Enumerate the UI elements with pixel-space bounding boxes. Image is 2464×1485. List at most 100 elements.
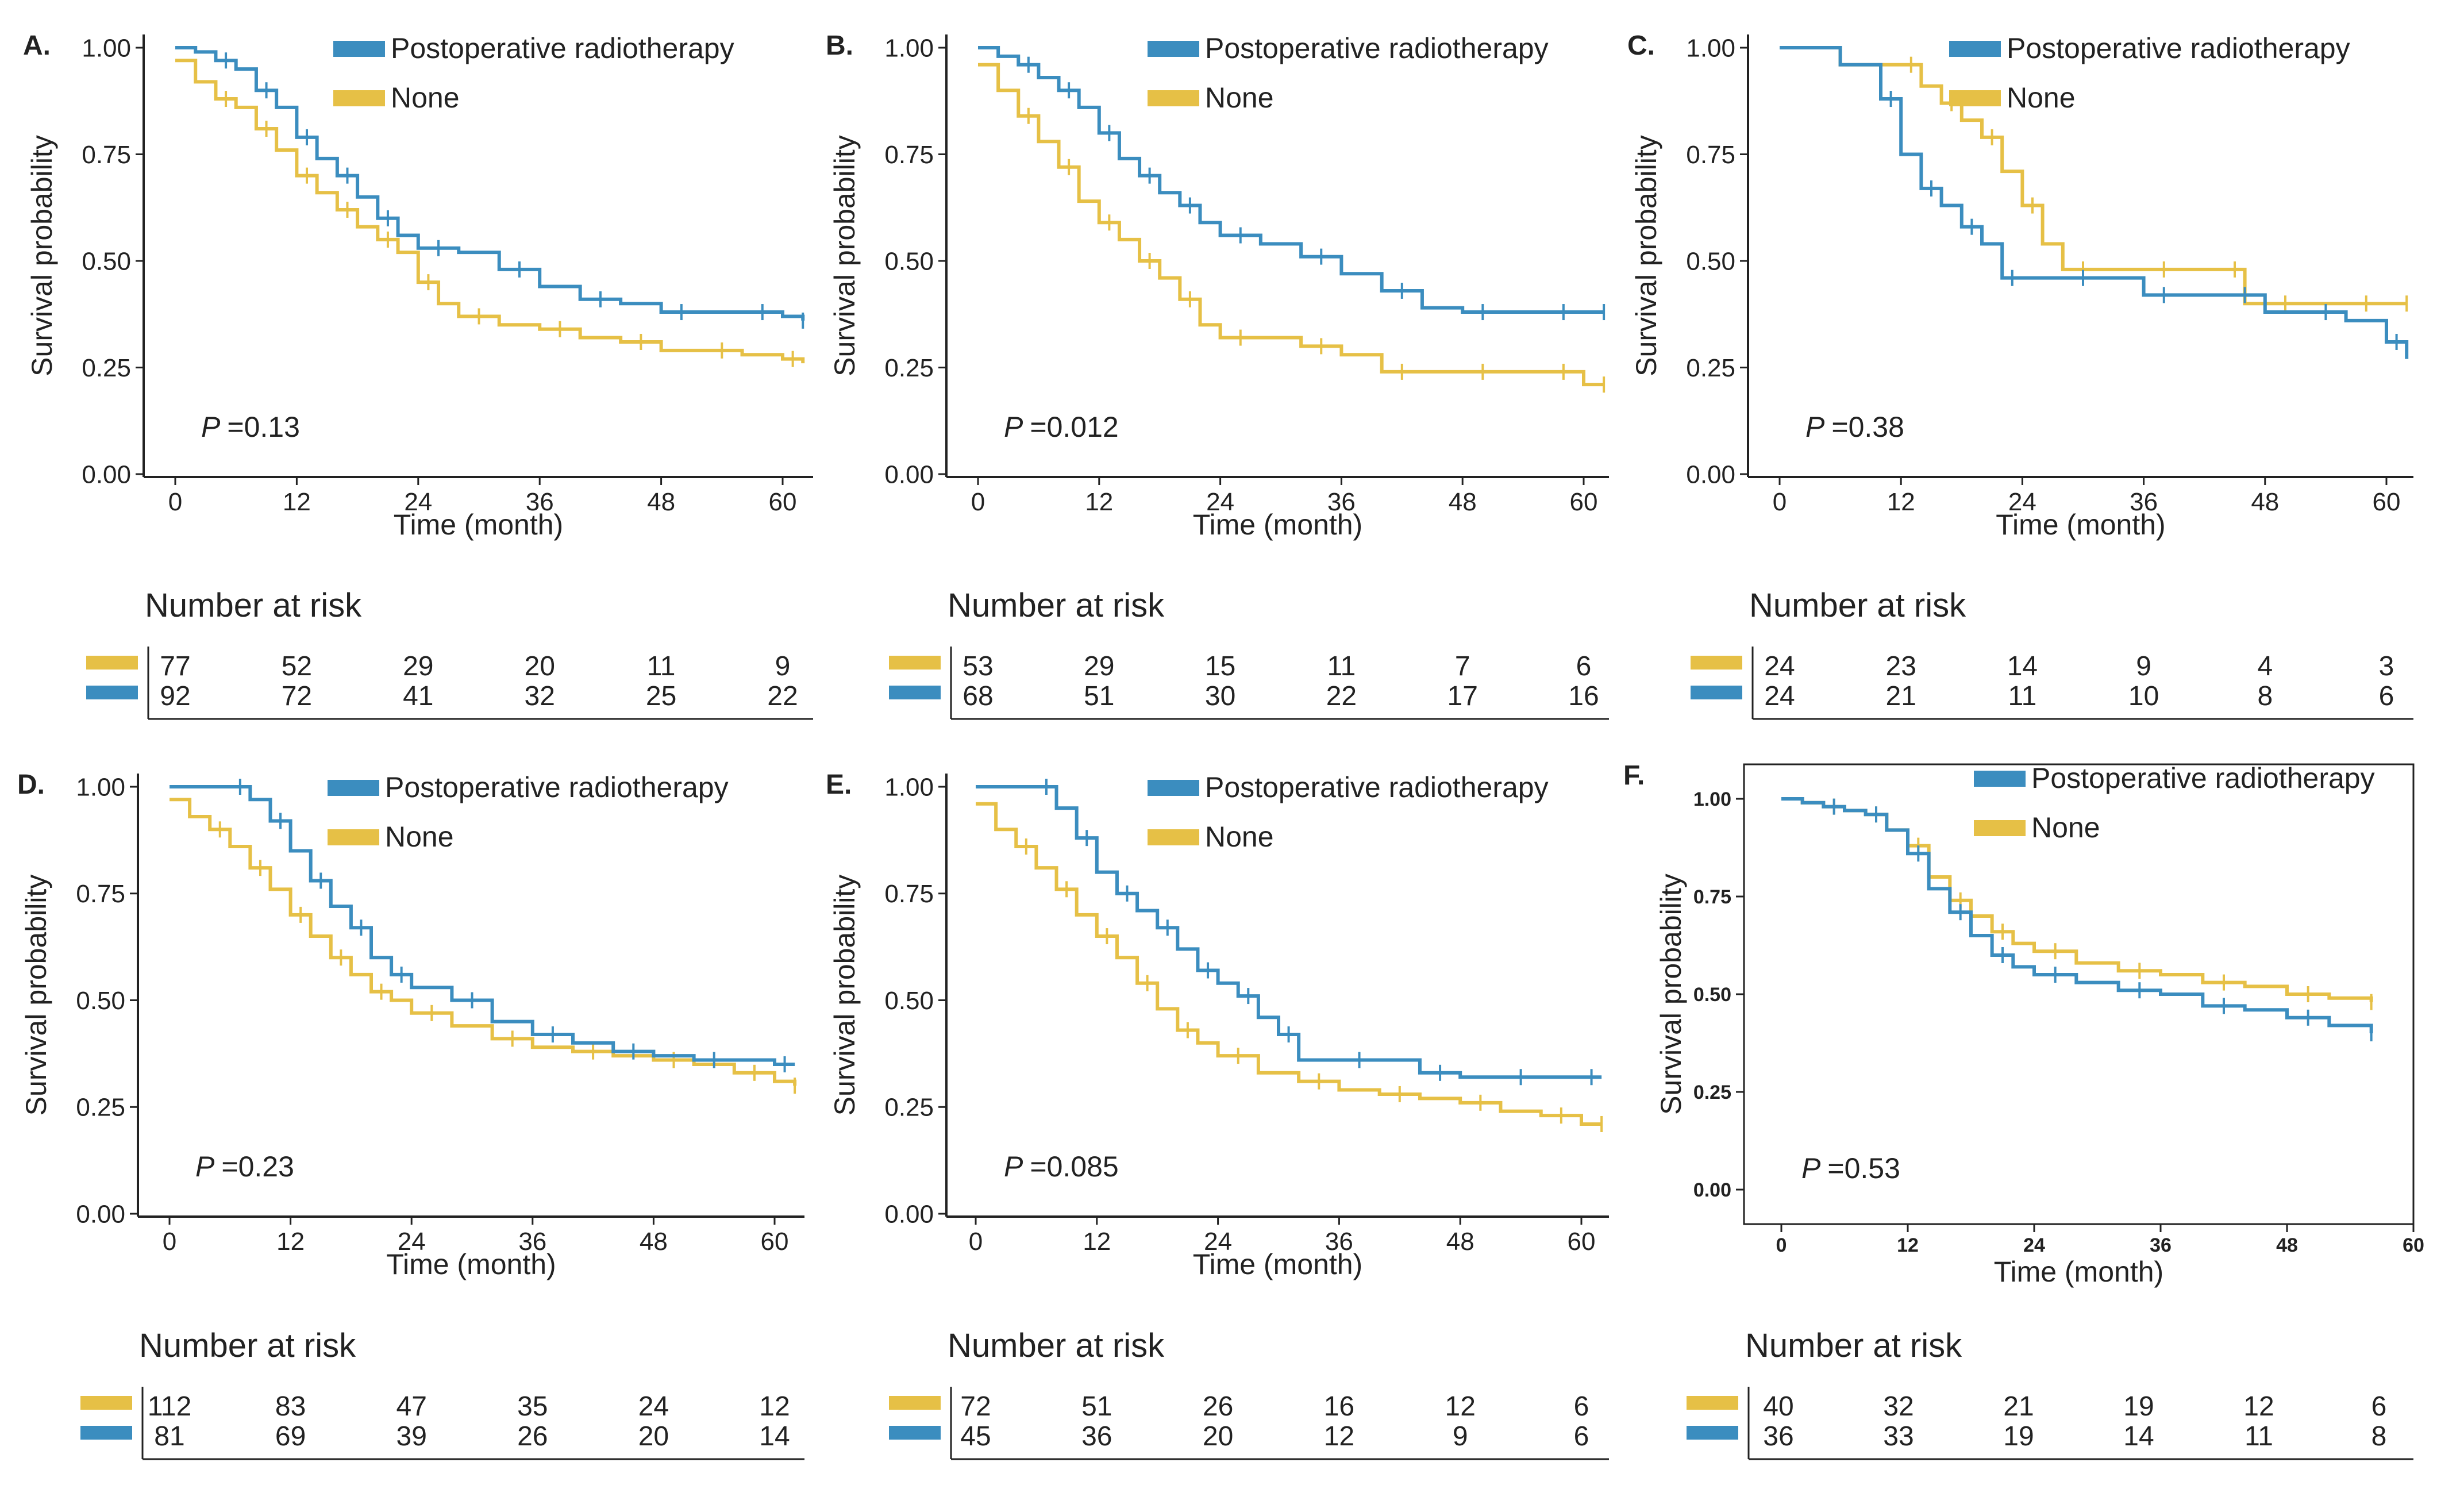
x-tick-label: 36 — [1327, 488, 1356, 516]
x-tick-label: 12 — [1887, 488, 1915, 516]
legend-label-radiotherapy: Postoperative radiotherapy — [2007, 32, 2350, 64]
x-tick-label: 60 — [769, 488, 797, 516]
risk-count-radiotherapy: 20 — [1203, 1421, 1233, 1452]
y-tick-label: 0.00 — [82, 460, 131, 488]
risk-swatch-radiotherapy — [889, 686, 941, 699]
p-value-number: =0.53 — [1827, 1152, 1900, 1184]
y-tick-label: 0.50 — [884, 247, 934, 275]
risk-count-radiotherapy: 36 — [1081, 1421, 1112, 1452]
x-axis-title: Time (month) — [1193, 509, 1362, 541]
risk-count-none: 16 — [1324, 1391, 1354, 1422]
risk-count-radiotherapy: 19 — [2003, 1421, 2034, 1452]
legend-swatch-radiotherapy — [1949, 41, 2001, 57]
p-value-symbol: P — [195, 1151, 221, 1183]
risk-swatch-none — [1687, 1396, 1738, 1410]
x-tick-label: 60 — [2403, 1234, 2424, 1256]
y-tick-label: 0.25 — [1693, 1082, 1731, 1103]
risk-count-radiotherapy: 10 — [2128, 681, 2159, 711]
panel-a: 0.00 0.25 0.50 0.75 1.00 0 12 24 36 48 60 Time (mon… — [23, 30, 813, 720]
risk-count-none: 21 — [2003, 1391, 2034, 1422]
risk-count-none: 6 — [2371, 1391, 2387, 1422]
x-axis-title: Time (month) — [1994, 1256, 2163, 1288]
p-value: P =0.085 — [1004, 1151, 1119, 1183]
panel-d: 0.00 0.25 0.50 0.75 1.00 0 12 24 36 48 60 Time (mon… — [17, 770, 804, 1460]
y-tick-label: 0.50 — [884, 987, 934, 1015]
risk-count-radiotherapy: 24 — [1764, 681, 1795, 711]
y-tick-label: 0.25 — [82, 354, 131, 382]
x-tick-label: 48 — [1446, 1228, 1474, 1256]
legend-swatch-none — [328, 829, 379, 845]
x-tick-label: 36 — [518, 1228, 546, 1256]
risk-count-none: 112 — [148, 1391, 192, 1422]
risk-count-none: 12 — [2243, 1391, 2274, 1422]
risk-count-none: 29 — [1084, 651, 1114, 682]
risk-swatch-none — [86, 656, 138, 670]
risk-count-none: 3 — [2379, 651, 2394, 682]
risk-count-radiotherapy: 30 — [1205, 681, 1235, 711]
y-tick-label: 1.00 — [884, 34, 934, 62]
risk-count-radiotherapy: 92 — [160, 681, 190, 711]
risk-table-title: Number at risk — [1745, 1327, 1962, 1364]
y-tick-label: 0.00 — [884, 460, 934, 488]
panel-label: D. — [17, 770, 45, 800]
risk-count-radiotherapy: 33 — [1883, 1421, 1914, 1452]
legend-label-radiotherapy: Postoperative radiotherapy — [391, 32, 734, 64]
risk-count-radiotherapy: 14 — [2123, 1421, 2154, 1452]
risk-table-title: Number at risk — [145, 587, 362, 624]
legend-label-radiotherapy: Postoperative radiotherapy — [385, 771, 729, 803]
y-tick-label: 0.75 — [1693, 886, 1731, 908]
legend-swatch-radiotherapy — [1148, 41, 1199, 57]
risk-count-radiotherapy: 6 — [1574, 1421, 1589, 1452]
y-tick-label: 1.00 — [82, 34, 131, 62]
x-tick-label: 36 — [1325, 1228, 1353, 1256]
legend-label-none: None — [2007, 82, 2076, 114]
legend-label-none: None — [1205, 82, 1274, 114]
risk-count-none: 52 — [282, 651, 312, 682]
p-value: P =0.23 — [195, 1151, 294, 1183]
legend-label-none: None — [385, 821, 454, 853]
km-curve-none — [978, 63, 1604, 387]
legend-swatch-none — [1949, 90, 2001, 106]
risk-count-radiotherapy: 51 — [1084, 681, 1114, 711]
x-tick-label: 0 — [1776, 1234, 1787, 1256]
y-tick-label: 1.00 — [884, 773, 934, 801]
risk-count-none: 4 — [2257, 651, 2273, 682]
panel-e: 0.00 0.25 0.50 0.75 1.00 0 12 24 36 48 60 Time (mon… — [826, 770, 1609, 1460]
km-curve-radiotherapy — [976, 785, 1602, 1079]
x-tick-label: 48 — [1449, 488, 1477, 516]
km-curve-radiotherapy — [978, 46, 1604, 314]
risk-count-none: 9 — [775, 651, 791, 682]
risk-count-none: 51 — [1081, 1391, 1112, 1422]
x-tick-label: 60 — [1568, 1228, 1596, 1256]
x-tick-label: 48 — [2251, 488, 2279, 516]
y-tick-label: 0.75 — [884, 880, 934, 908]
risk-count-radiotherapy: 22 — [767, 681, 798, 711]
km-curve-radiotherapy — [1781, 797, 2373, 1033]
risk-swatch-radiotherapy — [86, 686, 138, 699]
risk-count-radiotherapy: 11 — [2008, 681, 2036, 711]
p-value: P =0.38 — [1805, 411, 1904, 443]
risk-swatch-none — [1691, 656, 1742, 670]
risk-swatch-radiotherapy — [80, 1426, 132, 1440]
y-tick-label: 0.50 — [1693, 984, 1731, 1006]
risk-count-radiotherapy: 17 — [1447, 681, 1478, 711]
risk-count-none: 26 — [1203, 1391, 1233, 1422]
risk-count-none: 20 — [525, 651, 555, 682]
y-tick-label: 1.00 — [1693, 788, 1731, 810]
panel-label: C. — [1627, 30, 1655, 61]
risk-table-title: Number at risk — [948, 587, 1165, 624]
risk-count-none: 14 — [2007, 651, 2038, 682]
x-tick-label: 24 — [1206, 488, 1234, 516]
km-curve-none — [976, 802, 1602, 1126]
risk-swatch-radiotherapy — [1691, 686, 1742, 699]
risk-count-radiotherapy: 8 — [2257, 681, 2273, 711]
km-curve-none — [170, 798, 797, 1086]
y-tick-label: 0.75 — [76, 880, 125, 908]
risk-count-none: 23 — [1886, 651, 1916, 682]
y-tick-label: 0.50 — [76, 987, 125, 1015]
risk-count-radiotherapy: 21 — [1886, 681, 1916, 711]
risk-count-none: 12 — [1445, 1391, 1476, 1422]
p-value-symbol: P — [1004, 1151, 1030, 1183]
km-curve-none — [175, 59, 805, 364]
